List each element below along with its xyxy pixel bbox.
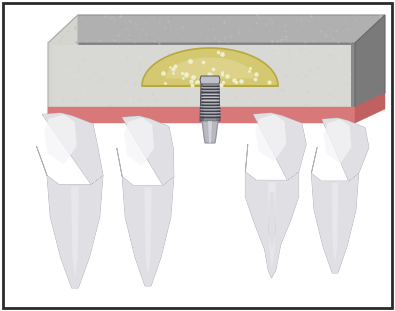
Polygon shape	[311, 118, 369, 273]
Polygon shape	[216, 84, 220, 121]
Polygon shape	[200, 76, 220, 84]
Polygon shape	[145, 188, 152, 276]
Polygon shape	[48, 107, 355, 123]
Polygon shape	[200, 84, 220, 121]
Polygon shape	[166, 58, 254, 78]
Polygon shape	[255, 114, 286, 161]
Polygon shape	[48, 15, 78, 121]
Polygon shape	[311, 118, 369, 273]
Polygon shape	[124, 118, 154, 166]
Polygon shape	[48, 43, 355, 121]
Polygon shape	[142, 48, 278, 86]
Polygon shape	[117, 116, 174, 286]
Polygon shape	[36, 113, 103, 288]
Polygon shape	[200, 84, 204, 121]
Polygon shape	[268, 182, 276, 268]
Polygon shape	[36, 113, 103, 288]
Polygon shape	[245, 113, 306, 278]
Polygon shape	[44, 114, 77, 165]
Polygon shape	[245, 113, 306, 278]
Polygon shape	[117, 116, 174, 286]
Polygon shape	[355, 93, 385, 123]
Polygon shape	[355, 15, 385, 121]
Polygon shape	[52, 45, 351, 119]
Polygon shape	[202, 121, 218, 143]
Polygon shape	[332, 183, 338, 264]
Polygon shape	[324, 119, 351, 164]
Polygon shape	[48, 15, 385, 43]
Polygon shape	[71, 187, 79, 278]
Polygon shape	[268, 192, 276, 251]
Polygon shape	[208, 121, 212, 143]
